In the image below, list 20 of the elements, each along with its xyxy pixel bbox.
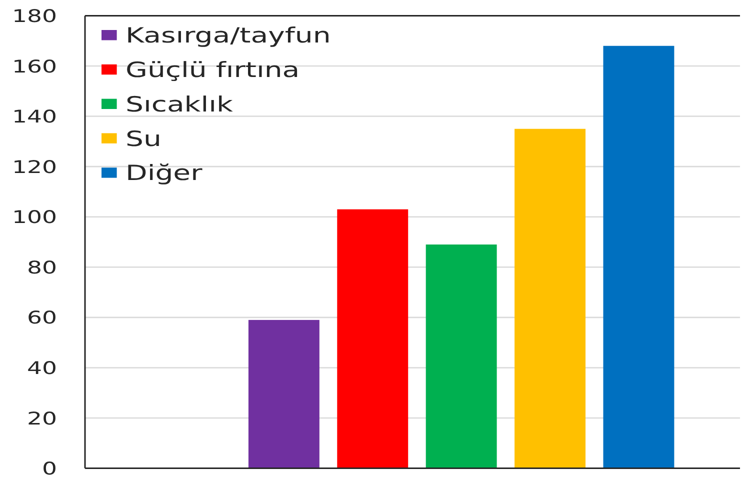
- y-tick-label: 160: [12, 56, 57, 76]
- bar: [248, 320, 320, 468]
- y-tick-label: 180: [12, 6, 57, 26]
- legend-label: Güçlü fırtına: [126, 58, 300, 82]
- y-tick-label: 60: [26, 308, 57, 328]
- legend-label: Su: [126, 126, 162, 151]
- legend-label: Kasırga/tayfun: [126, 23, 331, 48]
- y-tick-label: 20: [26, 408, 57, 429]
- bar: [426, 244, 497, 468]
- bar: [337, 209, 408, 468]
- y-tick-label: 140: [12, 106, 57, 127]
- legend-label: Sıcaklık: [126, 92, 234, 116]
- y-tick-label: 120: [12, 156, 57, 178]
- legend-label: Diğer: [126, 160, 204, 186]
- y-tick-label: 40: [26, 358, 57, 378]
- bar: [514, 128, 586, 468]
- bar: [603, 46, 674, 468]
- y-tick-label: 80: [26, 257, 57, 278]
- y-tick-label: 100: [12, 207, 57, 228]
- y-tick-label: 0: [42, 458, 57, 479]
